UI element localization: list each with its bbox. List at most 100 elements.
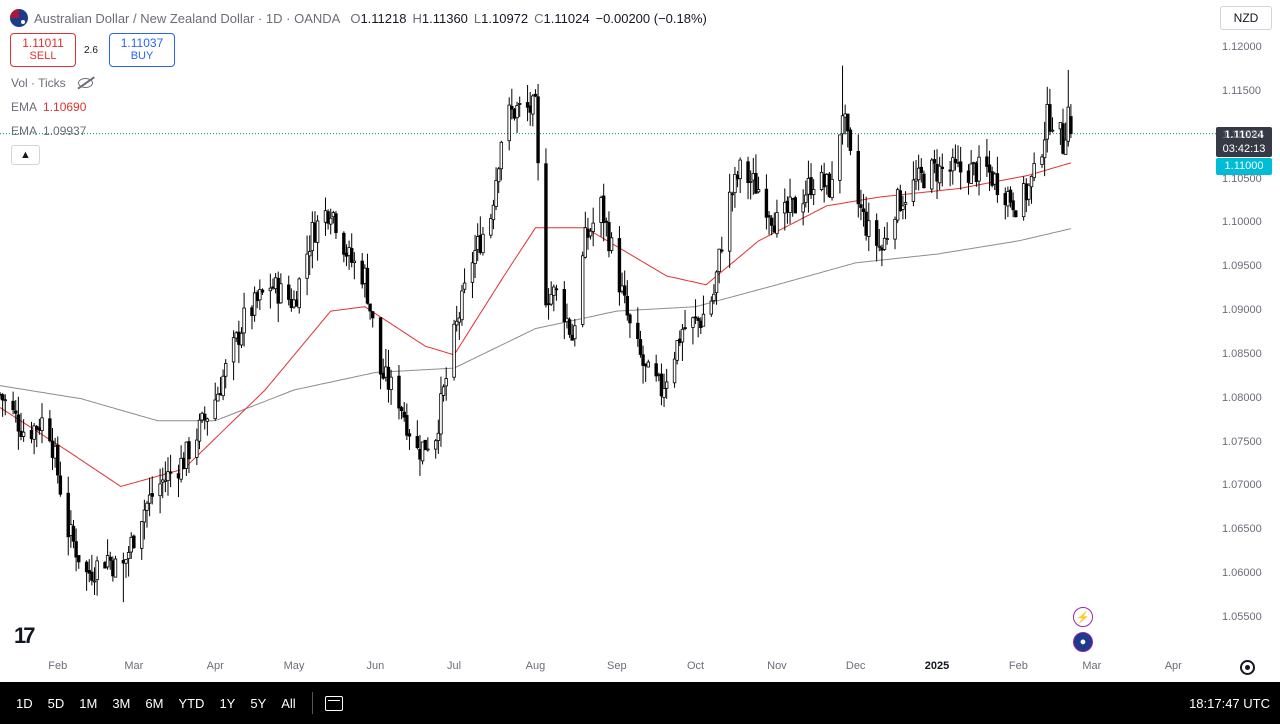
candle[interactable] (105, 539, 110, 570)
candle[interactable] (1011, 192, 1015, 218)
candle[interactable] (71, 520, 76, 549)
candle[interactable] (659, 363, 664, 406)
candle[interactable] (922, 170, 926, 189)
candle[interactable] (746, 156, 750, 200)
candle[interactable] (586, 217, 590, 250)
candle[interactable] (720, 236, 724, 254)
candle[interactable] (859, 189, 863, 221)
candle[interactable] (769, 215, 774, 236)
candle[interactable] (919, 158, 923, 183)
candle[interactable] (638, 330, 643, 358)
candle[interactable] (77, 555, 81, 569)
candle[interactable] (625, 280, 630, 321)
candle[interactable] (977, 145, 981, 196)
candle[interactable] (147, 477, 152, 517)
candle[interactable] (953, 144, 958, 171)
candle[interactable] (622, 270, 627, 304)
candle[interactable] (570, 323, 574, 341)
candle[interactable] (371, 311, 375, 328)
candle[interactable] (363, 264, 367, 298)
range-1d-button[interactable]: 1D (16, 695, 33, 711)
candle[interactable] (344, 244, 349, 267)
candle[interactable] (646, 359, 651, 368)
candle[interactable] (297, 277, 301, 314)
candle[interactable] (867, 202, 871, 252)
candle[interactable] (19, 412, 23, 441)
candle[interactable] (103, 560, 107, 569)
settings-icon[interactable] (1240, 660, 1255, 675)
candle[interactable] (21, 419, 26, 442)
candle[interactable] (69, 510, 73, 548)
candle[interactable] (533, 89, 538, 98)
candle[interactable] (628, 313, 632, 338)
candle[interactable] (1024, 178, 1028, 213)
candle[interactable] (827, 172, 832, 198)
candle[interactable] (693, 299, 698, 325)
candle[interactable] (426, 437, 430, 452)
candle[interactable] (809, 163, 813, 199)
candle[interactable] (680, 324, 685, 361)
candle[interactable] (1045, 86, 1049, 153)
candle[interactable] (846, 113, 850, 148)
candle[interactable] (754, 154, 758, 194)
candle[interactable] (457, 311, 462, 340)
candle[interactable] (806, 160, 811, 213)
candle[interactable] (898, 184, 902, 212)
candle[interactable] (1029, 175, 1034, 204)
candle[interactable] (140, 521, 144, 560)
candle[interactable] (252, 286, 257, 322)
collapse-legend-button[interactable]: ▲ (11, 145, 40, 165)
candle[interactable] (864, 196, 868, 241)
candle[interactable] (158, 468, 162, 514)
candle[interactable] (507, 97, 511, 151)
candle[interactable] (861, 193, 866, 227)
candle[interactable] (352, 252, 357, 280)
candle[interactable] (329, 208, 333, 235)
candle[interactable] (510, 88, 514, 120)
candle[interactable] (205, 417, 210, 436)
candle[interactable] (893, 216, 897, 250)
candle[interactable] (142, 499, 147, 540)
candle[interactable] (56, 436, 60, 484)
candle[interactable] (987, 150, 992, 192)
candle[interactable] (462, 268, 467, 294)
candle[interactable] (213, 382, 217, 421)
candle[interactable] (1040, 154, 1044, 168)
candle[interactable] (580, 251, 585, 328)
candle[interactable] (1027, 183, 1031, 206)
candle[interactable] (434, 438, 438, 459)
volume-indicator-legend[interactable]: Vol · Ticks (11, 76, 93, 90)
candle[interactable] (885, 222, 889, 245)
candle[interactable] (66, 476, 70, 556)
candle[interactable] (365, 253, 370, 305)
candle[interactable] (701, 295, 706, 327)
candle[interactable] (607, 211, 611, 258)
candle[interactable] (121, 552, 126, 603)
candle[interactable] (87, 559, 91, 583)
candle[interactable] (567, 317, 572, 338)
candle[interactable] (92, 567, 97, 595)
candle[interactable] (793, 195, 797, 214)
candle[interactable] (441, 384, 446, 402)
tradingview-logo[interactable]: 17 (14, 623, 36, 648)
candle[interactable] (717, 248, 721, 284)
candle[interactable] (40, 403, 44, 444)
candle[interactable] (195, 428, 199, 465)
candle[interactable] (675, 340, 679, 365)
candle[interactable] (399, 405, 404, 420)
candle[interactable] (273, 272, 278, 294)
candle[interactable] (496, 166, 501, 194)
candle[interactable] (323, 197, 328, 236)
candle[interactable] (549, 281, 553, 306)
candle[interactable] (573, 318, 577, 347)
candle[interactable] (276, 271, 280, 323)
candle[interactable] (231, 330, 236, 381)
candle[interactable] (150, 476, 154, 505)
candle[interactable] (1014, 210, 1018, 218)
candle[interactable] (914, 160, 918, 191)
eye-off-icon[interactable] (77, 78, 93, 88)
candle[interactable] (783, 188, 787, 231)
candle[interactable] (772, 212, 776, 233)
candle[interactable] (197, 413, 202, 450)
candle[interactable] (423, 439, 427, 451)
